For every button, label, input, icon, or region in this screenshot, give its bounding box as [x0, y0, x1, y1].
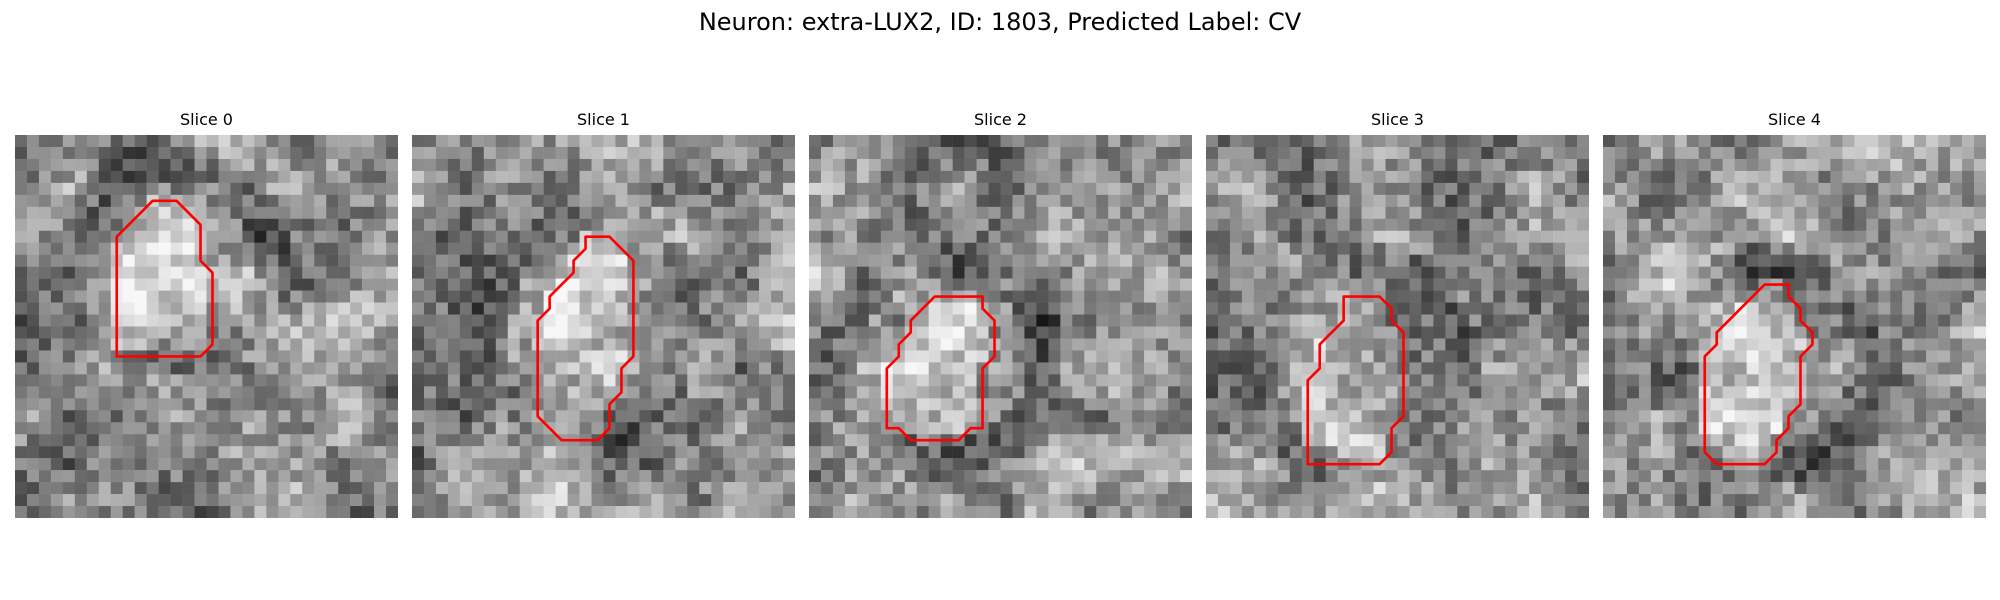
slice-title: Slice 2 [974, 110, 1027, 129]
slice-image [1206, 135, 1589, 518]
slice-title: Slice 0 [180, 110, 233, 129]
roi-contour [1703, 283, 1814, 466]
slice-title: Slice 1 [577, 110, 630, 129]
figure-title: Neuron: extra-LUX2, ID: 1803, Predicted … [698, 8, 1302, 36]
roi-contour [1306, 295, 1405, 466]
slice-title: Slice 3 [1371, 110, 1424, 129]
roi-contour [536, 235, 635, 442]
roi-contour [885, 295, 996, 442]
roi-contour [115, 199, 214, 358]
slice-panel-4: Slice 4 [1603, 110, 1986, 518]
slice-image [15, 135, 398, 518]
slice-title: Slice 4 [1768, 110, 1821, 129]
slice-image [412, 135, 795, 518]
slice-panel-1: Slice 1 [412, 110, 795, 518]
slice-image [809, 135, 1192, 518]
slice-panel-2: Slice 2 [809, 110, 1192, 518]
slice-panel-3: Slice 3 [1206, 110, 1589, 518]
slice-panel-0: Slice 0 [15, 110, 398, 518]
slice-image [1603, 135, 1986, 518]
